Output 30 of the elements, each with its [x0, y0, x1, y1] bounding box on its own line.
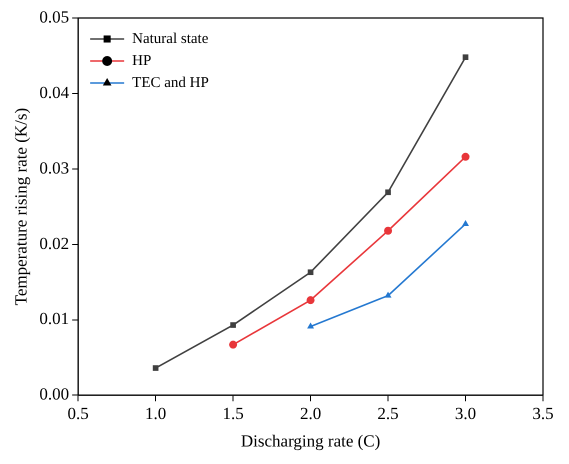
- x-tick-label: 2.0: [300, 404, 322, 423]
- point: [384, 226, 392, 235]
- point: [229, 340, 238, 349]
- y-tick-label: 0.01: [39, 309, 70, 328]
- point: [462, 152, 470, 161]
- x-axis-title: Discharging rate (C): [240, 431, 380, 450]
- point: [307, 322, 314, 329]
- y-tick-label: 0.05: [39, 7, 70, 26]
- x-tick-label: 2.5: [377, 404, 399, 423]
- y-tick-label: 0.02: [39, 234, 70, 253]
- y-axis-title: Temperature rising rate (K/s): [12, 108, 31, 306]
- legend-label: Natural state: [132, 30, 209, 47]
- legend-label: HP: [132, 52, 152, 69]
- x-tick-label: 0.5: [68, 404, 89, 423]
- y-tick-label: 0.00: [39, 384, 70, 404]
- point: [384, 292, 392, 298]
- point: [152, 365, 158, 371]
- point: [306, 296, 315, 304]
- y-tick-label: 0.03: [39, 158, 70, 178]
- point: [462, 54, 468, 60]
- x-tick-label: 3.5: [532, 404, 554, 423]
- y-tick-label: 0.04: [39, 82, 70, 102]
- x-tick-label: 1.5: [222, 404, 244, 423]
- x-tick-label: 3.0: [454, 404, 476, 423]
- x-tick-label: 1.0: [145, 404, 166, 423]
- point: [308, 269, 314, 276]
- point: [385, 189, 391, 196]
- point: [462, 220, 469, 226]
- point: [230, 322, 236, 328]
- legend-label: TEC and HP: [132, 74, 209, 91]
